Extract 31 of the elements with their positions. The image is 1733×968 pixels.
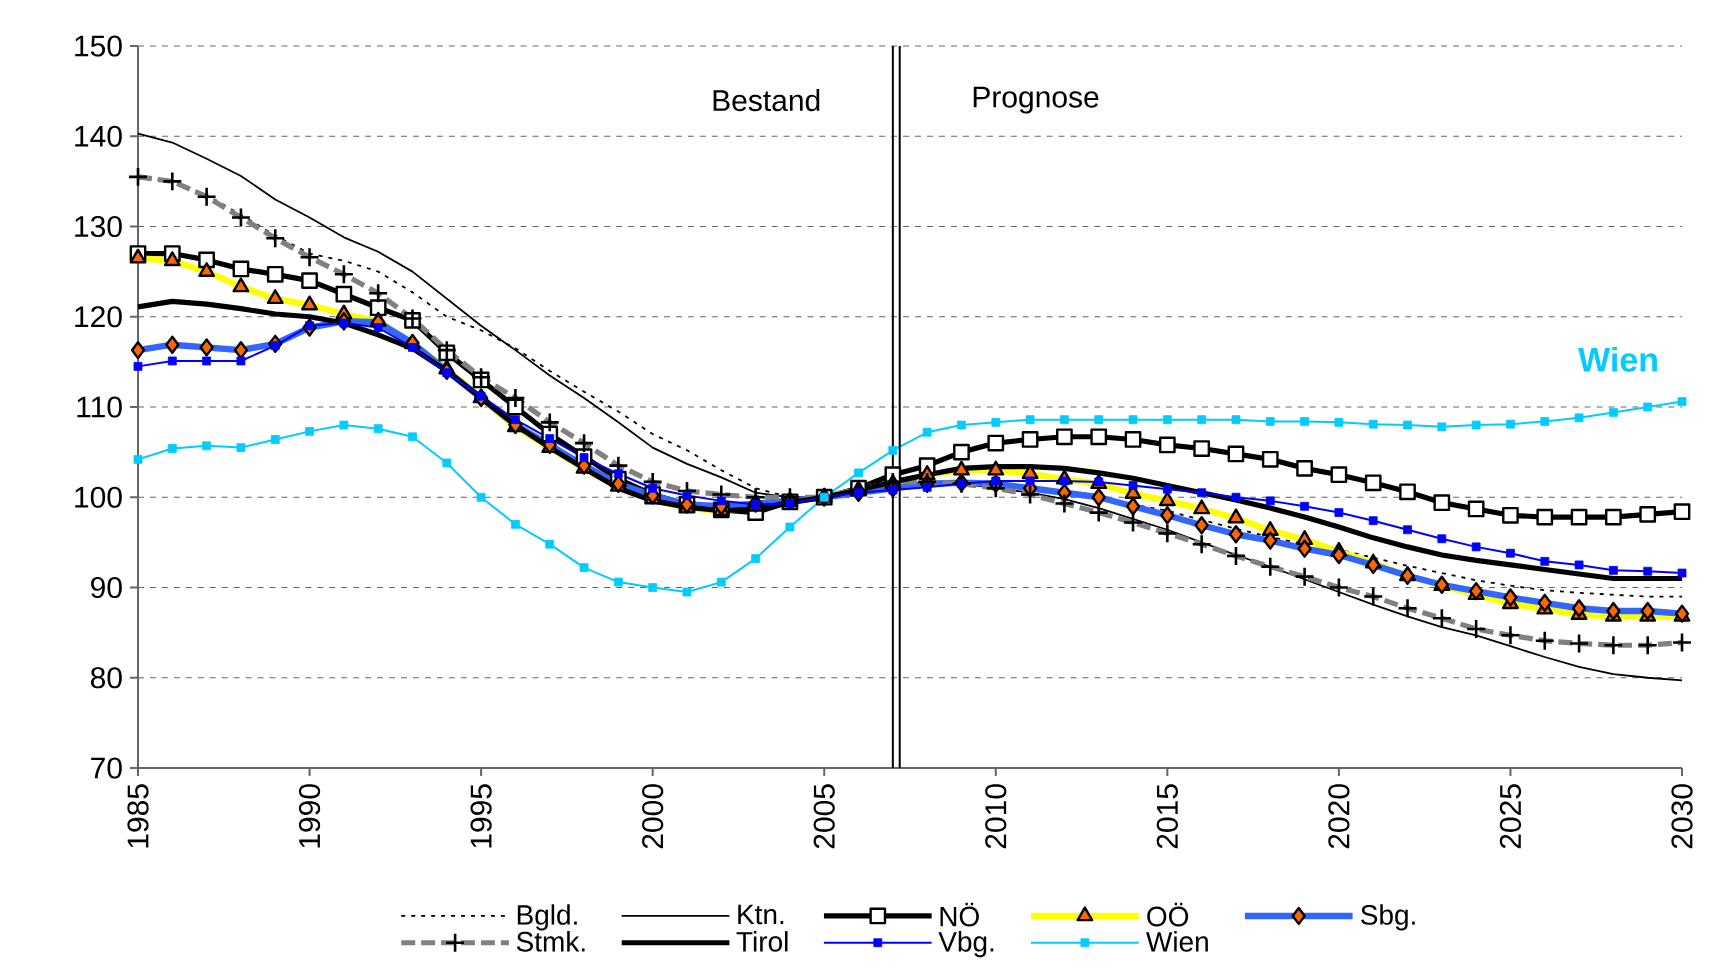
legend-label: Stmk.	[516, 931, 585, 952]
x-tick-label: 2005	[813, 784, 835, 849]
x-tick-label: 2010	[985, 784, 1007, 849]
y-tick-label: 120	[75, 306, 122, 328]
annotation: Wien	[1578, 346, 1657, 372]
y-tick-label: 140	[75, 125, 122, 147]
x-tick-label: 2025	[1499, 784, 1522, 849]
x-tick-label: 2015	[1156, 784, 1178, 849]
legend-label: OÖ	[1147, 902, 1189, 927]
y-tick-label: 90	[91, 576, 122, 599]
y-tick-label: 110	[77, 396, 122, 418]
annotation: Prognose	[973, 86, 1099, 114]
legend-label: Bgld.	[517, 904, 577, 931]
y-tick-label: 150	[75, 35, 122, 57]
legend-label: Ktn.	[738, 904, 784, 925]
x-tick-label: 2000	[642, 784, 664, 849]
legend-label: Sbg.	[1361, 904, 1415, 931]
y-tick-label: 130	[75, 215, 122, 238]
x-tick-label: 1985	[127, 784, 149, 848]
x-tick-label: 1995	[470, 784, 492, 848]
y-tick-label: 100	[75, 486, 122, 508]
x-tick-label: 2030	[1671, 784, 1693, 849]
x-tick-label: 2020	[1328, 784, 1350, 849]
annotation: Bestand	[713, 89, 820, 112]
legend-label: Vbg.	[938, 931, 994, 958]
legend-label: Tirol	[736, 931, 788, 952]
legend-label: Wien	[1146, 931, 1208, 952]
legend-label: NÖ	[940, 902, 979, 927]
x-tick-label: 1990	[298, 784, 321, 848]
y-tick-label: 70	[91, 757, 122, 779]
y-tick-label: 80	[90, 667, 122, 689]
